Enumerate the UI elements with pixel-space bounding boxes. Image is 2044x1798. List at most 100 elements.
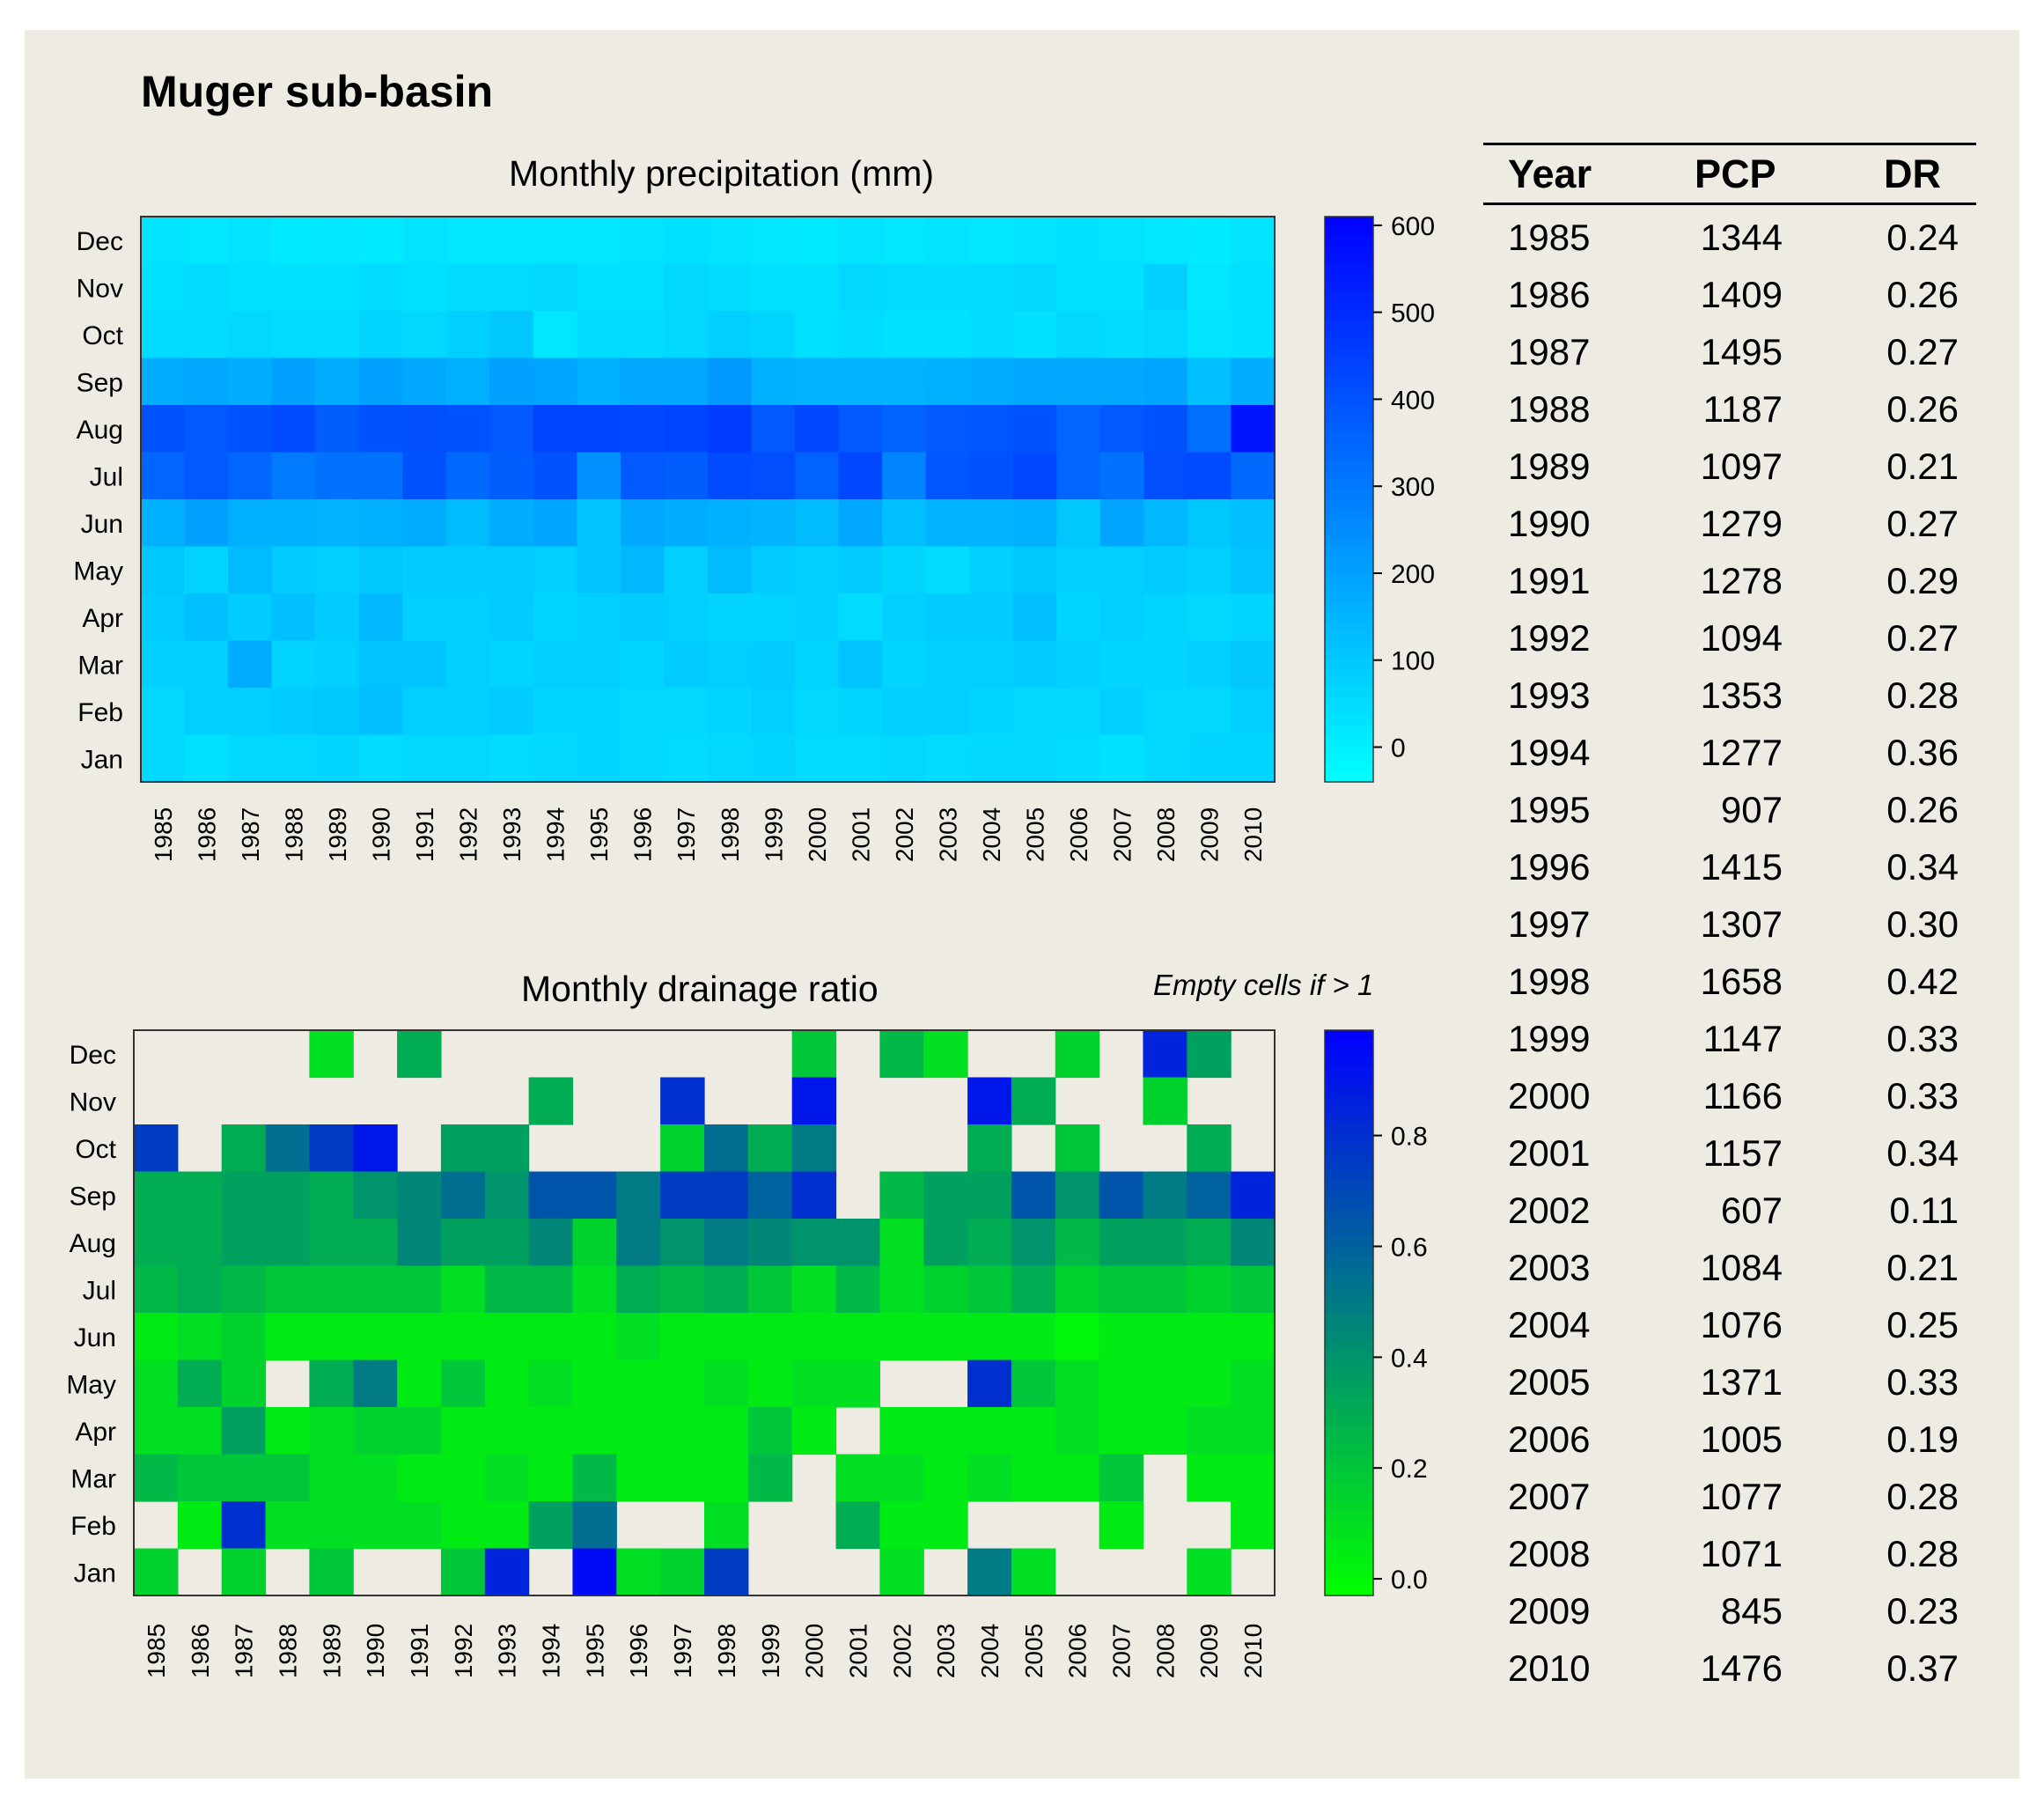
precip-cell	[1099, 263, 1144, 312]
precip-cell	[969, 546, 1014, 594]
precip-cell	[664, 593, 709, 642]
precip-cell	[882, 217, 927, 265]
dr-cell: 0.27	[1886, 503, 1959, 544]
precip-cell	[358, 311, 403, 359]
precip-cell	[969, 593, 1014, 642]
drainage-year-label: 2008	[1151, 1624, 1179, 1678]
dr-cell: 0.24	[1886, 217, 1959, 258]
precip-cell	[1231, 311, 1276, 359]
table-row: 1994 1277 0.36	[1483, 732, 1976, 789]
precip-colorbar-segment	[1325, 329, 1373, 340]
precip-cell	[228, 546, 273, 594]
drainage-colorbar-segment	[1325, 1115, 1373, 1125]
precip-month-label: Jan	[81, 745, 123, 774]
drainage-colorbar-segment	[1325, 1350, 1373, 1361]
precip-cell	[315, 263, 360, 312]
precip-cell	[577, 217, 621, 265]
pcp-cell: 1353	[1700, 674, 1783, 716]
precip-cell	[445, 499, 490, 548]
precip-colorbar-segment	[1325, 584, 1373, 594]
drainage-cell	[134, 1313, 179, 1361]
precip-cell	[577, 499, 621, 548]
drainage-cell	[221, 1124, 267, 1173]
precip-cell	[1099, 405, 1144, 453]
table-row: 2006 1005 0.19	[1483, 1419, 1976, 1476]
drainage-cell	[397, 1030, 442, 1079]
drainage-cell	[134, 1265, 179, 1314]
drainage-cell	[1187, 1548, 1232, 1596]
drainage-year-label: 1988	[275, 1624, 302, 1678]
precip-cell	[445, 405, 490, 453]
precip-cell	[577, 734, 621, 783]
drainage-cell	[572, 1454, 617, 1502]
precip-year-label: 1991	[411, 807, 438, 862]
precip-colorbar-segment	[1325, 593, 1373, 604]
precip-colorbar-segment	[1325, 254, 1373, 265]
precip-cell	[925, 217, 970, 265]
drainage-cell	[660, 1124, 705, 1173]
drainage-plot-frame	[133, 1029, 1276, 1596]
drainage-year-label: 1995	[581, 1624, 608, 1678]
drainage-cell	[923, 1171, 968, 1220]
precip-cell	[489, 452, 534, 500]
drainage-year-label: 1992	[450, 1624, 477, 1678]
precip-cell	[315, 405, 360, 453]
drainage-colorbar-segment	[1325, 1153, 1373, 1163]
drainage-cell	[528, 1313, 574, 1361]
precip-cell	[533, 593, 577, 642]
precip-cell	[1012, 640, 1057, 689]
precip-cell	[228, 405, 273, 453]
precip-cell	[1099, 499, 1144, 548]
precip-month-label: Dec	[77, 227, 123, 256]
drainage-colorbar-segment	[1325, 1171, 1373, 1182]
precip-cell	[271, 640, 316, 689]
drainage-cell	[616, 1219, 661, 1267]
drainage-month-label: Jul	[83, 1276, 116, 1305]
drainage-cell	[309, 1454, 354, 1502]
drainage-cell	[1055, 1313, 1100, 1361]
year-cell: 2005	[1508, 1361, 1591, 1403]
drainage-colorbar-segment	[1325, 1586, 1373, 1596]
pcp-cell: 1344	[1700, 217, 1783, 258]
drainage-cell	[1231, 1360, 1276, 1408]
precip-cell	[1187, 499, 1232, 548]
drainage-colorbar-segment	[1325, 1219, 1373, 1229]
dr-cell: 0.21	[1886, 446, 1959, 487]
table-row: 2010 1476 0.37	[1483, 1647, 1976, 1705]
precip-cell	[1143, 734, 1188, 783]
precip-colorbar-segment	[1325, 518, 1373, 528]
precip-cell	[445, 452, 490, 500]
precip-month-label: Jun	[81, 510, 123, 539]
precip-cell	[969, 640, 1014, 689]
precip-cell	[271, 405, 316, 453]
precip-cell	[577, 357, 621, 406]
drainage-cell	[572, 1407, 617, 1455]
precip-cell	[969, 734, 1014, 783]
precip-cell	[925, 405, 970, 453]
precip-cell	[271, 263, 316, 312]
year-cell: 1992	[1508, 617, 1591, 659]
drainage-year-label: 1994	[538, 1624, 565, 1678]
dr-cell: 0.30	[1886, 903, 1959, 945]
precip-cell	[838, 546, 883, 594]
drainage-colorbar-segment	[1325, 1566, 1373, 1578]
precip-cell	[533, 640, 577, 689]
drainage-cell	[134, 1454, 179, 1502]
table-row: 2000 1166 0.33	[1483, 1075, 1976, 1132]
precip-cell	[1099, 452, 1144, 500]
drainage-cell	[1143, 1219, 1187, 1267]
drainage-cell	[397, 1501, 442, 1550]
drainage-colorbar-segment	[1325, 1265, 1373, 1276]
drainage-cell	[528, 1407, 574, 1455]
drainage-cell	[309, 1219, 354, 1267]
drainage-cell	[1143, 1360, 1187, 1408]
dr-cell: 0.28	[1886, 674, 1959, 716]
precip-cell	[271, 311, 316, 359]
drainage-cell	[397, 1219, 442, 1267]
drainage-cell	[528, 1501, 574, 1550]
pcp-cell: 1307	[1700, 903, 1783, 945]
year-cell: 2004	[1508, 1304, 1591, 1345]
drainage-cell	[923, 1407, 968, 1455]
table-header-pcp: PCP	[1695, 151, 1776, 196]
